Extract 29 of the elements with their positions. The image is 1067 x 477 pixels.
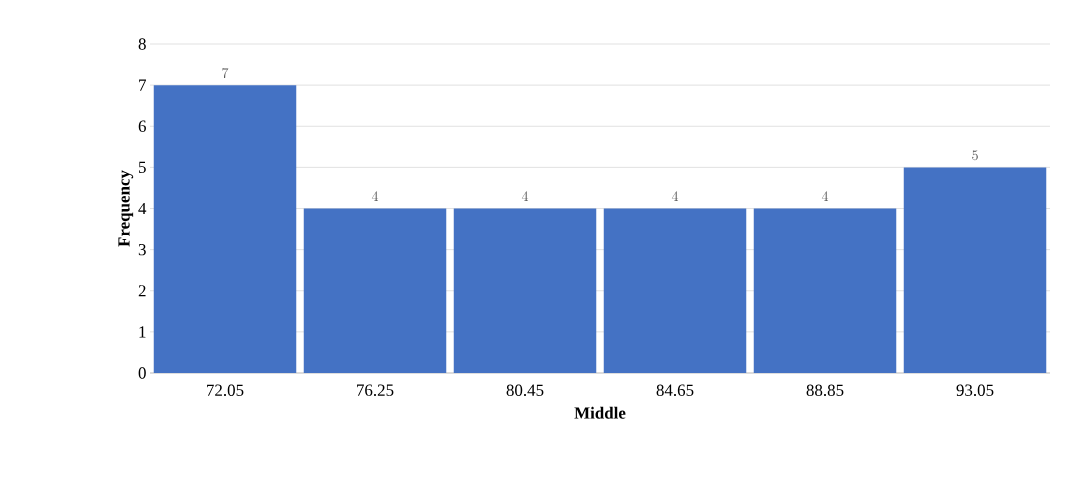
- bar: [303, 208, 447, 373]
- x-tick-label: 80.45: [506, 384, 544, 396]
- x-tick-label: 93.05: [956, 384, 994, 396]
- y-tick-label: 1: [139, 326, 146, 338]
- data-label: 4: [371, 191, 379, 201]
- y-tick-label: 4: [138, 202, 147, 215]
- x-tick-label: 88.85: [806, 384, 844, 396]
- bar: [453, 208, 597, 373]
- y-tick-label: 3: [138, 243, 146, 256]
- y-axis-title: Frequency: [118, 170, 134, 247]
- x-tick-label: 76.25: [357, 384, 394, 396]
- data-label: 4: [521, 191, 529, 201]
- bar: [753, 208, 897, 373]
- y-tick-label: 8: [138, 38, 146, 50]
- x-axis-title: Middle: [574, 406, 626, 419]
- y-tick-label: 6: [138, 120, 146, 132]
- data-label: 4: [671, 191, 679, 201]
- y-tick-label: 7: [139, 79, 146, 91]
- data-label: 4: [821, 191, 829, 201]
- data-label: 5: [972, 150, 978, 161]
- bar: [903, 167, 1047, 373]
- x-tick-label: 84.65: [656, 384, 694, 396]
- y-tick-label: 5: [139, 161, 146, 174]
- data-label: 7: [222, 67, 229, 78]
- bar: [153, 85, 297, 373]
- y-tick-label: 0: [138, 367, 146, 379]
- y-tick-label: 2: [138, 285, 146, 297]
- bar: [603, 208, 747, 373]
- x-tick-label: 72.05: [207, 384, 244, 396]
